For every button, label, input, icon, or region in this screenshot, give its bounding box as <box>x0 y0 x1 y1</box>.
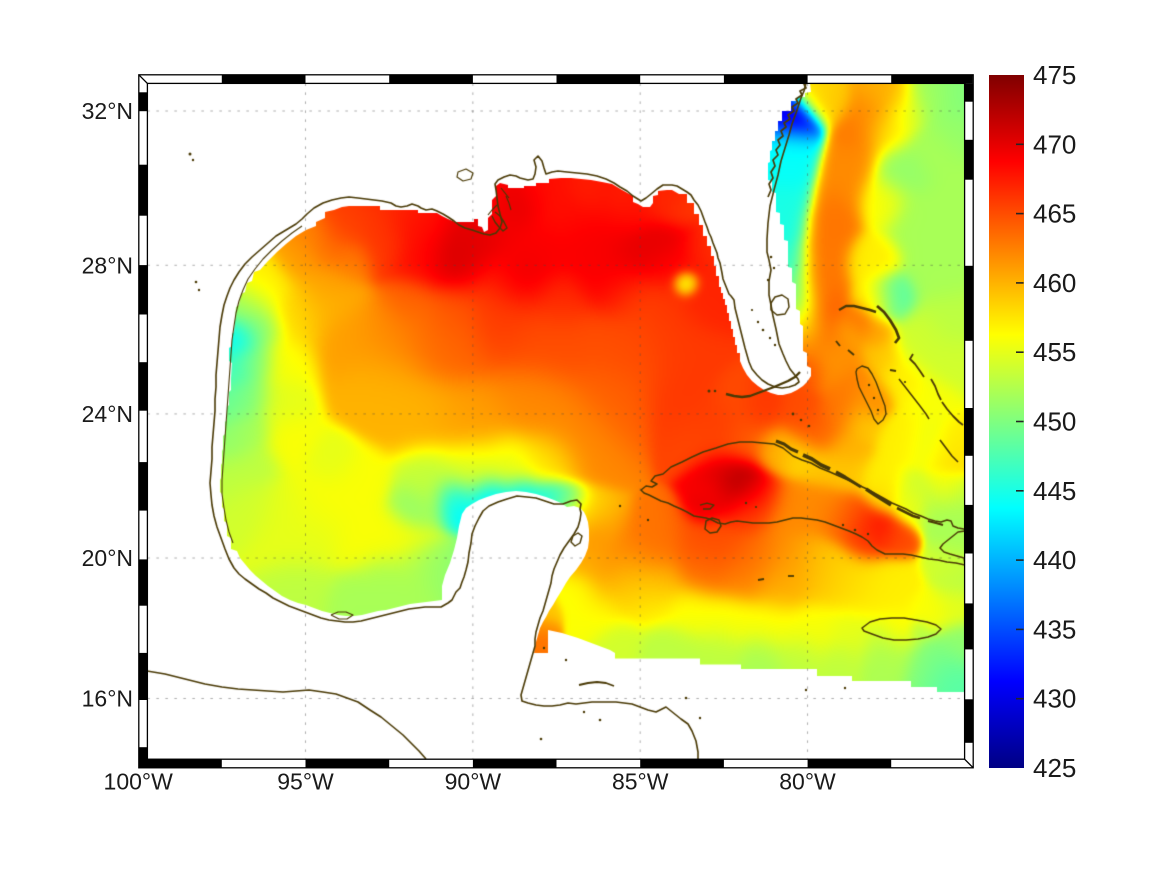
svg-text:20°N: 20°N <box>82 545 133 571</box>
svg-text:90°W: 90°W <box>445 769 502 795</box>
svg-text:435: 435 <box>1033 614 1076 644</box>
svg-text:28°N: 28°N <box>82 252 133 278</box>
svg-text:85°W: 85°W <box>612 769 669 795</box>
svg-text:445: 445 <box>1033 476 1076 506</box>
svg-text:440: 440 <box>1033 545 1076 575</box>
svg-text:100°W: 100°W <box>104 769 174 795</box>
svg-text:16°N: 16°N <box>82 686 133 712</box>
svg-text:465: 465 <box>1033 199 1076 229</box>
svg-text:460: 460 <box>1033 268 1076 298</box>
svg-text:425: 425 <box>1033 753 1076 783</box>
svg-text:470: 470 <box>1033 129 1076 159</box>
svg-text:430: 430 <box>1033 684 1076 714</box>
svg-text:95°W: 95°W <box>277 769 334 795</box>
svg-text:32°N: 32°N <box>82 98 133 124</box>
svg-text:455: 455 <box>1033 337 1076 367</box>
svg-text:24°N: 24°N <box>82 401 133 427</box>
svg-text:450: 450 <box>1033 407 1076 437</box>
svg-text:475: 475 <box>1033 60 1076 90</box>
svg-text:80°W: 80°W <box>779 769 836 795</box>
